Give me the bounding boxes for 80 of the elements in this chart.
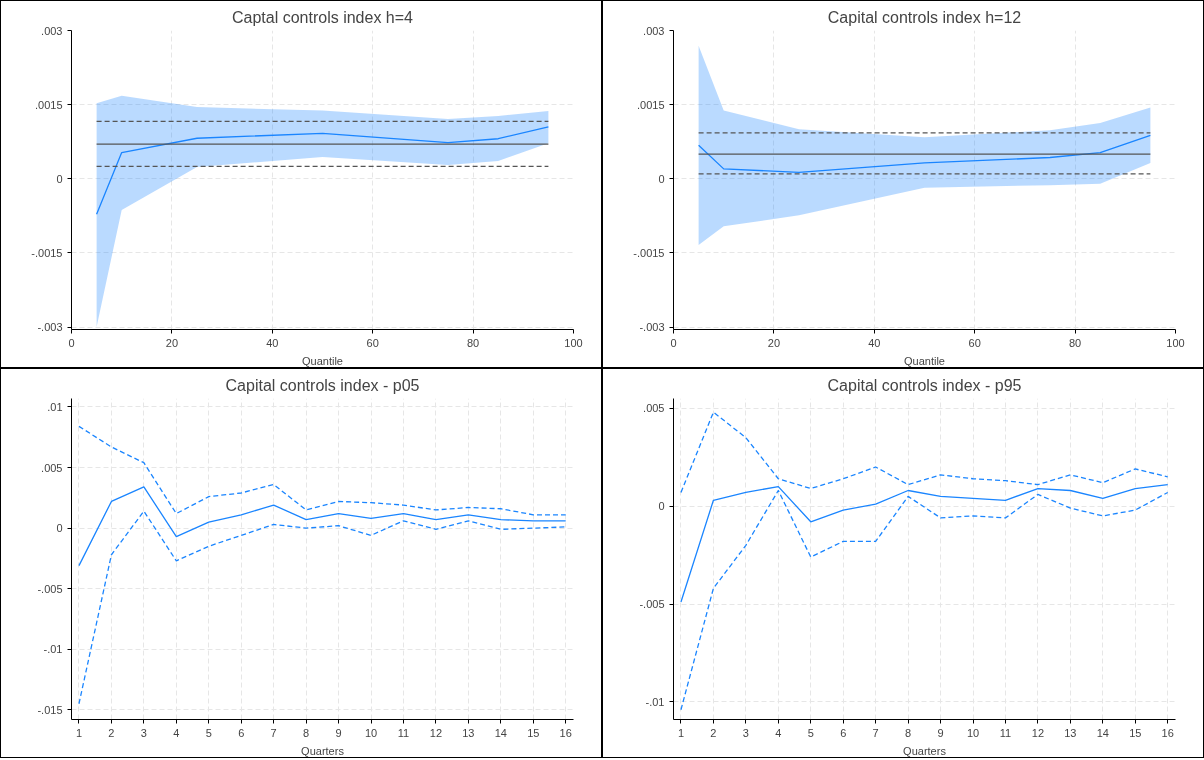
- line-series: [680, 411, 1169, 494]
- x-tick-label: 13: [462, 726, 475, 739]
- y-tick-label: -.01: [43, 643, 63, 656]
- x-tick-label: 40: [266, 336, 279, 349]
- x-tick-label: 2: [710, 726, 717, 739]
- x-tick-label: 11: [397, 726, 410, 739]
- line-series: [697, 134, 1152, 173]
- x-tick-label: 10: [364, 726, 378, 739]
- y-tick-label: .003: [41, 24, 63, 37]
- x-axis-title: Quarters: [301, 744, 345, 757]
- x-axis-title: Quantile: [302, 354, 343, 367]
- line-series: [680, 489, 1169, 711]
- y-tick-label: -.005: [639, 598, 665, 611]
- y-tick-label: 0: [658, 172, 665, 185]
- y-tick-label: -.01: [645, 695, 665, 708]
- y-tick-label: .0015: [34, 98, 63, 111]
- y-tick-label: .01: [47, 400, 63, 413]
- chart-title: Capital controls index h=12: [827, 8, 1022, 26]
- x-tick-label: 12: [429, 726, 443, 739]
- x-tick-label: 5: [205, 726, 212, 739]
- line-series: [680, 483, 1169, 603]
- y-tick-label: -.0015: [633, 246, 665, 259]
- x-tick-label: 1: [677, 726, 685, 739]
- x-tick-label: 10: [966, 726, 980, 739]
- x-tick-label: 14: [1096, 726, 1109, 739]
- x-tick-label: 60: [968, 336, 981, 349]
- y-tick-label: -.005: [37, 582, 63, 595]
- y-tick-label: .005: [41, 461, 63, 474]
- x-tick-label: 9: [937, 726, 944, 739]
- x-tick-label: 6: [238, 726, 245, 739]
- y-tick-label: 0: [658, 500, 665, 513]
- y-tick-label: -.003: [37, 321, 63, 334]
- x-tick-label: 4: [173, 726, 180, 739]
- line-series: [78, 486, 567, 567]
- y-tick-label: -.003: [639, 321, 665, 334]
- x-axis-title: Quantile: [904, 354, 945, 367]
- x-tick-label: 7: [872, 726, 879, 739]
- x-tick-label: 13: [1064, 726, 1077, 739]
- x-tick-label: 20: [165, 336, 179, 349]
- y-tick-label: 0: [56, 172, 63, 185]
- x-tick-label: 16: [559, 726, 572, 739]
- x-tick-label: 14: [494, 726, 507, 739]
- x-tick-label: 0: [670, 336, 677, 349]
- x-tick-label: 9: [335, 726, 342, 739]
- x-tick-label: 0: [68, 336, 75, 349]
- y-tick-label: 0: [56, 522, 63, 535]
- x-tick-label: 20: [767, 336, 781, 349]
- x-tick-label: 4: [775, 726, 782, 739]
- y-tick-label: .0015: [636, 98, 665, 111]
- x-tick-label: 8: [303, 726, 310, 739]
- x-tick-label: 60: [366, 336, 379, 349]
- x-tick-label: 40: [868, 336, 881, 349]
- x-tick-label: 11: [999, 726, 1012, 739]
- y-tick-label: -.015: [37, 703, 63, 716]
- line-series: [95, 126, 550, 215]
- chart-title: Capital controls index - p05: [225, 376, 420, 394]
- x-tick-label: 100: [1166, 336, 1185, 349]
- x-tick-label: 15: [527, 726, 540, 739]
- x-tick-label: 2: [108, 726, 115, 739]
- chart-title: Captal controls index h=4: [232, 8, 414, 26]
- x-tick-label: 5: [807, 726, 814, 739]
- y-tick-label: -.0015: [31, 246, 63, 259]
- x-tick-label: 1: [75, 726, 83, 739]
- chart-title: Capital controls index - p95: [827, 376, 1022, 394]
- x-tick-label: 80: [1068, 336, 1082, 349]
- x-tick-label: 3: [742, 726, 749, 739]
- x-tick-label: 7: [270, 726, 277, 739]
- x-axis-title: Quarters: [903, 744, 947, 757]
- x-tick-label: 16: [1161, 726, 1174, 739]
- x-tick-label: 80: [466, 336, 480, 349]
- x-tick-label: 8: [905, 726, 912, 739]
- line-series: [78, 510, 567, 705]
- y-tick-label: .005: [643, 402, 665, 415]
- x-tick-label: 6: [840, 726, 847, 739]
- x-tick-label: 3: [140, 726, 147, 739]
- y-tick-label: .003: [643, 24, 665, 37]
- x-tick-label: 100: [564, 336, 583, 349]
- x-tick-label: 15: [1129, 726, 1142, 739]
- line-series: [78, 425, 567, 516]
- x-tick-label: 12: [1031, 726, 1045, 739]
